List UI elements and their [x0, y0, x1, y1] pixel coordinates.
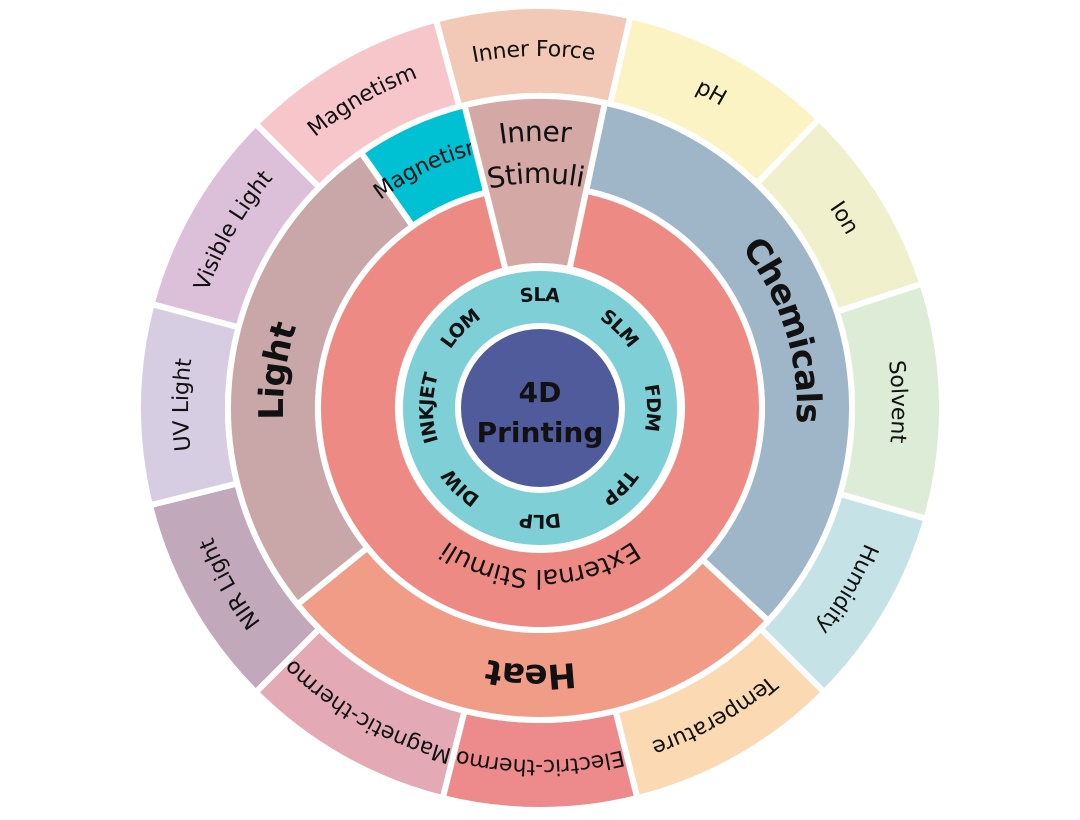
center-title-line: Printing	[477, 416, 604, 449]
center-title-line: 4D	[519, 376, 562, 409]
outer-label-uv-light: UV Light	[169, 357, 197, 453]
category-label-inner-stimuli-line: Stimuli	[484, 157, 587, 196]
outer-label-solvent: Solvent	[883, 359, 911, 444]
category-label-heat: Heat	[482, 651, 578, 696]
method-label-fdm: FDM	[640, 383, 664, 434]
center-circle	[455, 323, 625, 493]
method-label-sla: SLA	[519, 283, 562, 307]
method-label-dlp: DLP	[518, 509, 562, 533]
category-label-inner-stimuli-line: Inner	[497, 115, 574, 151]
